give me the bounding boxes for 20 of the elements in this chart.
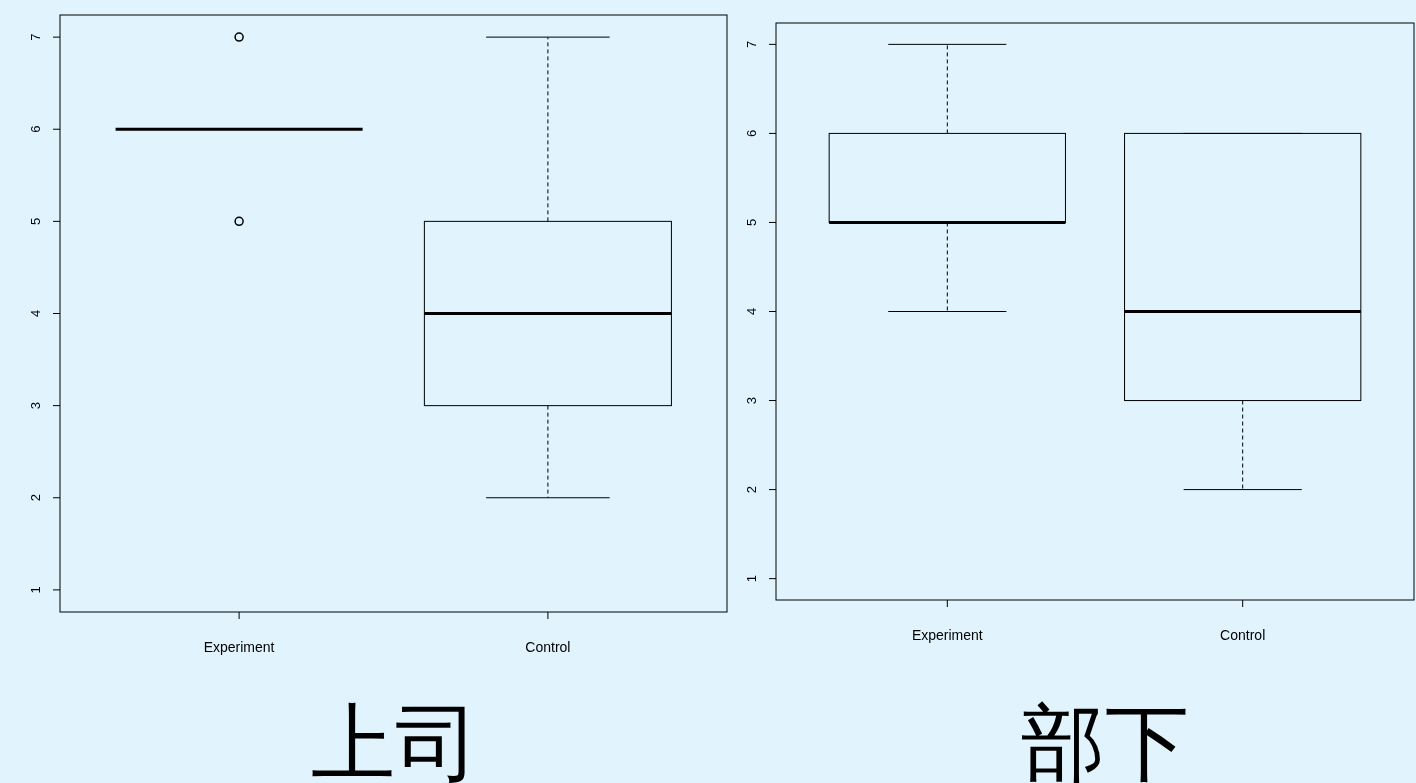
y-tick-label: 4 [28, 309, 43, 318]
y-tick-label: 4 [744, 307, 759, 316]
y-tick-label: 6 [744, 129, 759, 138]
y-tick-label: 2 [744, 485, 759, 494]
y-tick-label: 1 [28, 586, 43, 594]
x-tick-label: Experiment [911, 627, 983, 643]
x-axis-title: 上司 [311, 694, 479, 783]
y-tick-label: 6 [28, 125, 43, 133]
x-tick-label: Control [525, 639, 571, 655]
x-tick-label: Experiment [203, 639, 275, 655]
x-axis-title: 部下 [1021, 694, 1189, 783]
y-tick-label: 7 [744, 40, 759, 48]
y-tick-label: 3 [28, 402, 43, 410]
y-tick-label: 1 [744, 575, 759, 583]
x-tick-label: Control [1220, 627, 1266, 643]
y-tick-label: 7 [28, 33, 43, 41]
y-tick-label: 3 [744, 396, 759, 405]
y-tick-label: 5 [28, 217, 43, 225]
y-tick-label: 5 [744, 218, 759, 227]
y-tick-label: 2 [28, 494, 43, 502]
